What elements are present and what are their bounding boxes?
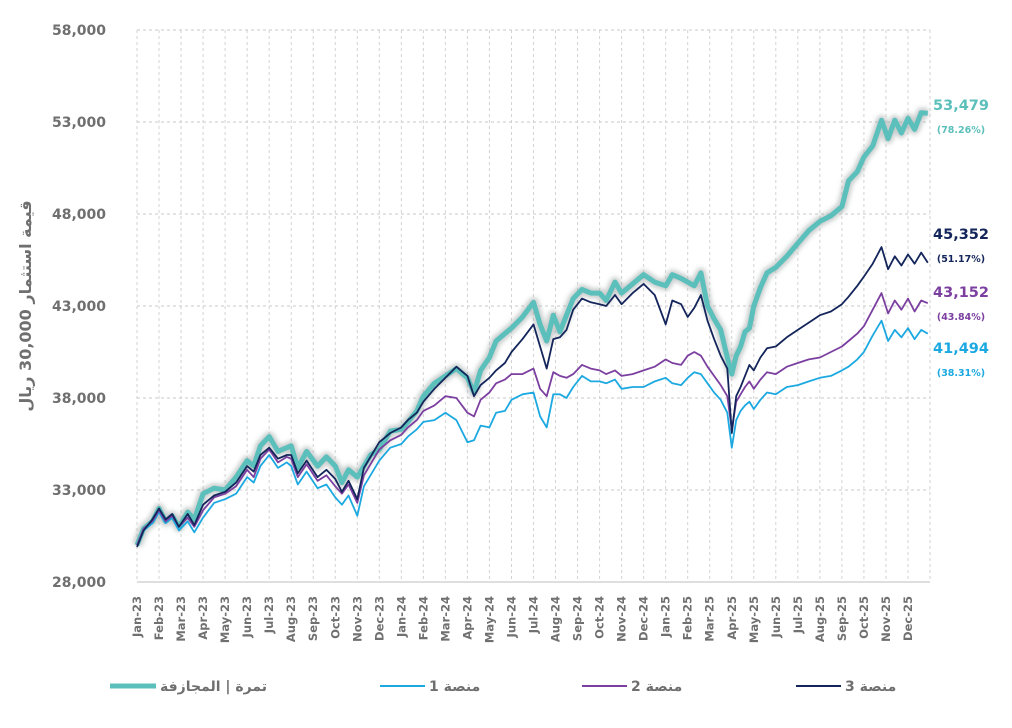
end-value: 41,494 [933, 341, 989, 357]
x-tick-label: Jan-25 [659, 596, 673, 638]
x-tick-label: Oct-25 [857, 596, 871, 639]
end-value: 45,352 [933, 227, 989, 243]
x-tick-label: Mar-23 [174, 596, 188, 642]
legend-label: منصة 2 [631, 679, 682, 695]
y-axis-label: قيمة استثمار 30,000 ريال [16, 200, 35, 411]
x-tick-label: Jun-24 [504, 596, 518, 638]
y-tick-label: 48,000 [52, 207, 106, 223]
end-value: 53,479 [933, 98, 989, 114]
chart-grid [136, 29, 931, 583]
x-tick-label: Jun-25 [769, 596, 783, 638]
x-tick-label: Jul-23 [262, 596, 276, 634]
x-tick-label: Sep-25 [835, 596, 849, 641]
y-tick-label: 28,000 [52, 575, 106, 591]
series-line-tamra-shadow [132, 107, 929, 548]
x-tick-label: Jul-25 [791, 596, 805, 634]
y-axis: 28,000 33,000 38,000 43,000 48,000 53,000 58,0… [52, 23, 106, 591]
y-tick-label: 58,000 [52, 23, 106, 39]
end-return: (51.17%) [937, 254, 985, 265]
end-return: (43.84%) [937, 312, 985, 323]
y-tick-label: 38,000 [52, 391, 106, 407]
x-tick-label: Feb-23 [152, 596, 166, 640]
legend-label: منصة 1 [429, 679, 480, 695]
x-tick-label: Feb-24 [416, 596, 430, 640]
x-tick-label: Aug-24 [549, 596, 563, 642]
x-tick-label: Oct-23 [328, 596, 342, 639]
x-tick-label: Feb-25 [681, 596, 695, 640]
x-tick-label: Mar-25 [703, 596, 717, 642]
x-tick-label: Jan-23 [130, 596, 144, 638]
chart-legend: تمرة | المجازفة منصة 1 منصة 2 منصة 3 [110, 679, 896, 695]
chart-series [132, 107, 929, 548]
x-tick-label: Dec-25 [901, 596, 915, 641]
x-tick-label: Nov-25 [879, 596, 893, 642]
x-tick-label: Sep-23 [306, 596, 320, 641]
series-line-platform-3 [136, 246, 929, 548]
x-tick-label: Mar-24 [438, 596, 452, 642]
series-line-tamra [134, 110, 928, 547]
x-tick-label: Nov-23 [350, 596, 364, 642]
y-tick-label: 53,000 [52, 115, 106, 131]
series-line-platform-1 [136, 319, 929, 546]
x-tick-label: Dec-24 [637, 596, 651, 641]
x-axis: Jan-23 Feb-23 Mar-23 Apr-23 May-23 Jun-23 Jul-… [130, 596, 915, 643]
x-tick-label: Dec-23 [372, 596, 386, 641]
end-return: (78.26%) [937, 125, 985, 136]
x-tick-label: Jul-24 [527, 596, 541, 634]
y-tick-label: 33,000 [52, 483, 106, 499]
x-tick-label: Apr-24 [460, 596, 474, 640]
x-tick-label: May-25 [747, 596, 761, 643]
x-tick-label: Jun-23 [240, 596, 254, 638]
x-tick-label: Apr-23 [196, 596, 210, 640]
end-return: (38.31%) [937, 368, 985, 379]
end-value: 43,152 [933, 285, 989, 301]
x-tick-label: Oct-24 [593, 596, 607, 639]
y-tick-label: 43,000 [52, 299, 106, 315]
x-tick-label: May-23 [218, 596, 232, 643]
x-tick-label: Apr-25 [725, 596, 739, 640]
legend-label: تمرة | المجازفة [160, 679, 267, 695]
x-tick-label: Nov-24 [615, 596, 629, 642]
x-tick-label: Aug-25 [813, 596, 827, 642]
x-tick-label: Aug-23 [284, 596, 298, 642]
x-tick-label: May-24 [482, 596, 496, 643]
series-line-platform-2 [136, 292, 929, 546]
x-tick-label: Sep-24 [571, 596, 585, 641]
legend-label: منصة 3 [845, 679, 896, 695]
end-value-labels: 53,479 (78.26%) 41,494 (38.31%) 43,152 (43.84… [933, 98, 989, 379]
x-tick-label: Jan-24 [394, 596, 408, 638]
